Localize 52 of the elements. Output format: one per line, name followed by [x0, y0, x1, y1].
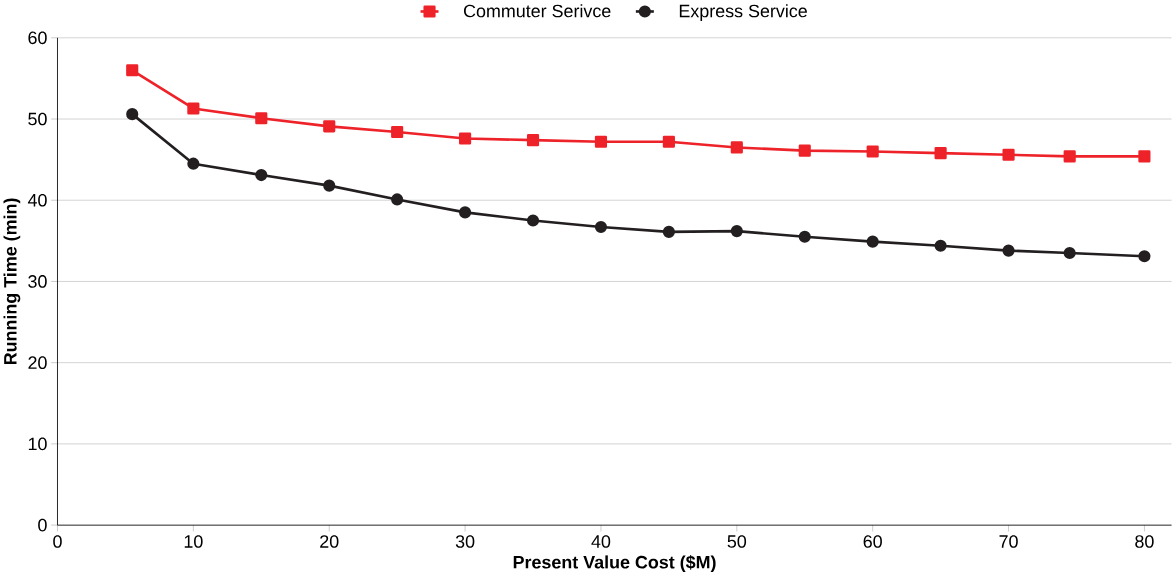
y-tick-label: 40 [27, 194, 47, 207]
x-tick-label: 40 [591, 535, 611, 549]
point [594, 221, 608, 234]
point [126, 108, 139, 121]
y-axis-title: Running Time (min) [3, 198, 21, 365]
y-tick-label: 10 [28, 437, 47, 451]
point [459, 132, 472, 145]
point [730, 225, 743, 238]
y-tick-label: 0 [38, 518, 47, 532]
point [526, 134, 540, 147]
point [866, 235, 879, 248]
x-tick-label: 80 [1135, 535, 1154, 549]
point [934, 147, 947, 160]
point [594, 135, 608, 149]
point [526, 214, 540, 227]
y-tick-label: 30 [28, 275, 47, 288]
point [1063, 150, 1076, 163]
point [391, 126, 404, 139]
x-tick-label: 70 [999, 535, 1018, 549]
x-tick-label: 20 [320, 535, 339, 549]
point [1002, 244, 1015, 257]
point [662, 135, 675, 149]
point [459, 206, 472, 219]
y-tick-label: 50 [28, 112, 47, 126]
point [1138, 250, 1151, 263]
point [798, 144, 811, 157]
x-tick-label: 60 [863, 535, 882, 549]
point [730, 141, 743, 154]
point [126, 64, 139, 77]
point [866, 145, 879, 158]
legend-label: Express Service [679, 4, 807, 22]
x-axis-title: Present Value Cost ($M) [513, 555, 716, 573]
point [391, 193, 404, 206]
y-tick-label: 20 [28, 356, 47, 370]
point [934, 239, 947, 252]
point [255, 169, 268, 182]
x-tick-label: 50 [727, 535, 747, 549]
point [323, 179, 336, 192]
point [187, 102, 200, 115]
x-tick-label: 30 [455, 535, 475, 549]
point [1002, 148, 1015, 162]
point [323, 120, 336, 133]
x-tick-label: 0 [53, 535, 62, 549]
point [255, 112, 268, 125]
point [1138, 150, 1151, 163]
point [187, 157, 200, 170]
point [662, 226, 675, 239]
point [1063, 247, 1076, 260]
point [798, 230, 811, 244]
x-tick-label: 10 [184, 535, 203, 549]
legend-label: Commuter Serivce [463, 4, 611, 18]
y-tick-label: 60 [28, 31, 47, 45]
